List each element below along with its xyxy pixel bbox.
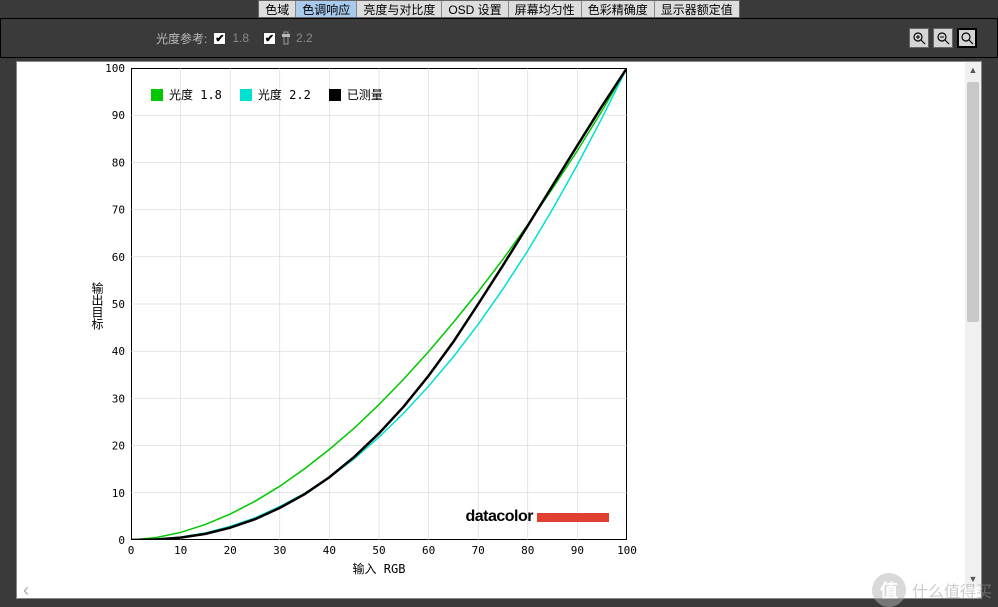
legend-label: 光度 2.2: [258, 86, 311, 103]
toolbar: 光度参考: ✔ 1.8 ✔ 2.2: [0, 18, 998, 58]
zoom-fit-button[interactable]: [957, 28, 977, 48]
tab-4[interactable]: 屏幕均匀性: [509, 1, 582, 17]
legend-item: 已测量: [329, 86, 383, 103]
gamma18-checkbox[interactable]: ✔: [213, 32, 226, 45]
smzdm-logo-icon: 值: [872, 573, 906, 607]
plot-svg: [131, 68, 627, 540]
svg-text:70: 70: [112, 204, 125, 217]
legend-label: 光度 1.8: [169, 86, 222, 103]
tab-5[interactable]: 色彩精确度: [582, 1, 655, 17]
plot-area: 光度 1.8 光度 2.2 已测量 datacolor: [131, 68, 627, 540]
svg-text:80: 80: [112, 156, 125, 169]
zoom-out-button[interactable]: [933, 28, 953, 48]
toolbar-right: [909, 28, 977, 48]
svg-text:90: 90: [571, 544, 584, 557]
svg-text:50: 50: [112, 298, 125, 311]
scroll-up-arrow[interactable]: ▲: [965, 62, 981, 78]
tab-3[interactable]: OSD 设置: [442, 1, 508, 17]
watermark-bar: [537, 513, 609, 522]
svg-text:30: 30: [112, 392, 125, 405]
vertical-scrollbar[interactable]: ▲ ▼: [965, 62, 981, 587]
svg-text:40: 40: [323, 544, 336, 557]
tab-6[interactable]: 显示器额定值: [655, 1, 739, 17]
slider-icon: [282, 30, 290, 46]
chart-container: 光度 1.8 光度 2.2 已测量 datacolor 0 10 20 30 40 50 60 7…: [17, 62, 647, 592]
chart-legend: 光度 1.8 光度 2.2 已测量: [151, 86, 383, 103]
svg-text:100: 100: [617, 544, 637, 557]
svg-text:100: 100: [105, 62, 125, 75]
svg-text:10: 10: [174, 544, 187, 557]
svg-text:20: 20: [224, 544, 237, 557]
svg-text:0: 0: [118, 534, 125, 547]
svg-text:80: 80: [521, 544, 534, 557]
toolbar-left: 光度参考: ✔ 1.8 ✔ 2.2: [156, 30, 313, 47]
svg-text:20: 20: [112, 440, 125, 453]
legend-swatch: [151, 89, 163, 101]
x-axis-label: 输入 RGB: [131, 560, 627, 577]
tab-2[interactable]: 亮度与对比度: [357, 1, 442, 17]
svg-text:60: 60: [422, 544, 435, 557]
svg-text:70: 70: [472, 544, 485, 557]
gamma22-value: 2.2: [296, 31, 313, 45]
zoom-in-button[interactable]: [909, 28, 929, 48]
legend-label: 已测量: [347, 86, 383, 103]
legend-item: 光度 2.2: [240, 86, 311, 103]
watermark-text: datacolor: [465, 508, 533, 526]
svg-text:30: 30: [273, 544, 286, 557]
tab-strip: 色域色调响应亮度与对比度OSD 设置屏幕均匀性色彩精确度显示器额定值: [258, 0, 739, 18]
svg-text:50: 50: [372, 544, 385, 557]
tab-0[interactable]: 色域: [259, 1, 296, 17]
y-axis-label: 输出目标: [89, 282, 106, 330]
scroll-thumb[interactable]: [967, 82, 979, 322]
smzdm-overlay: 值 什么值得买: [872, 573, 992, 607]
gamma18-value: 1.8: [232, 31, 249, 45]
legend-item: 光度 1.8: [151, 86, 222, 103]
nav-prev-arrow[interactable]: ‹: [23, 580, 29, 601]
tab-1[interactable]: 色调响应: [296, 1, 357, 17]
legend-swatch: [329, 89, 341, 101]
svg-text:10: 10: [112, 487, 125, 500]
content-area: 光度 1.8 光度 2.2 已测量 datacolor 0 10 20 30 40 50 60 7…: [16, 61, 982, 599]
svg-text:0: 0: [128, 544, 135, 557]
tab-bar: 色域色调响应亮度与对比度OSD 设置屏幕均匀性色彩精确度显示器额定值: [0, 0, 998, 18]
svg-text:60: 60: [112, 251, 125, 264]
legend-swatch: [240, 89, 252, 101]
svg-text:40: 40: [112, 345, 125, 358]
gamma-ref-label: 光度参考:: [156, 30, 207, 47]
smzdm-text: 什么值得买: [912, 578, 992, 602]
gamma-chart: 光度 1.8 光度 2.2 已测量 datacolor 0 10 20 30 40 50 60 7…: [17, 62, 647, 592]
datacolor-watermark: datacolor: [465, 508, 609, 526]
svg-text:90: 90: [112, 109, 125, 122]
gamma22-checkbox[interactable]: ✔: [263, 32, 276, 45]
